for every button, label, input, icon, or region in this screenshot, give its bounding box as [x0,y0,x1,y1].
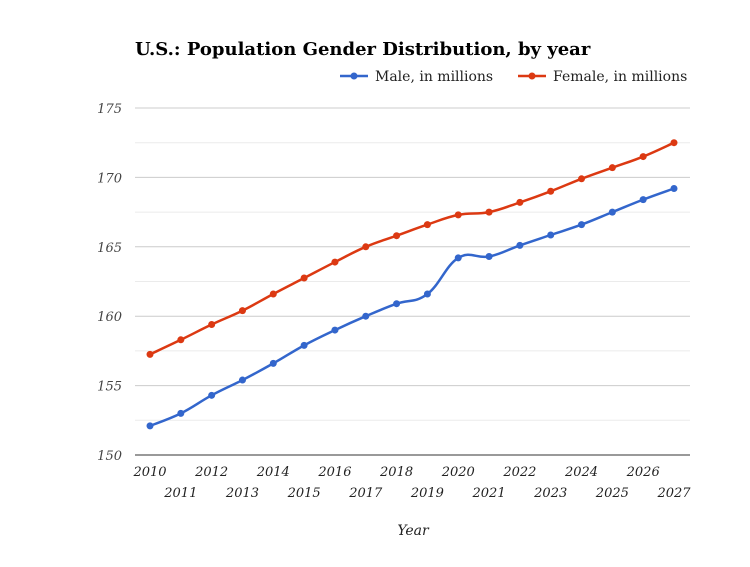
data-point [362,312,370,320]
data-point [639,153,647,161]
x-tick-label: 2025 [595,486,629,501]
x-tick-label: 2024 [564,465,598,480]
series-line-male [149,187,675,428]
x-tick-label: 2016 [317,465,351,480]
data-point [608,208,616,216]
data-point [269,359,277,367]
x-tick-label: 2026 [626,465,660,480]
data-point [485,253,493,261]
data-point [516,198,524,206]
data-point [670,185,678,193]
y-tick-label: 170 [97,171,122,186]
legend-label: Female, in millions [553,69,687,85]
data-point [393,232,401,240]
series-line-female [149,141,675,356]
x-tick-label: 2014 [256,465,290,480]
data-point [146,422,154,430]
y-tick-label: 155 [97,380,122,395]
x-tick-label: 2023 [533,486,567,501]
y-tick-label: 160 [97,310,122,325]
y-tick-label: 150 [97,449,122,464]
x-tick-label: 2027 [656,486,691,501]
data-point [300,341,308,349]
data-point [547,187,555,195]
legend: Male, in millions Female, in millions [340,69,687,85]
data-point [331,326,339,334]
data-point [362,243,370,251]
x-tick-label: 2018 [379,465,413,480]
x-tick-label: 2012 [194,465,228,480]
data-point [423,221,431,229]
x-axis-label: Year [397,523,430,539]
y-tick-label: 175 [97,102,122,117]
x-tick-label: 2013 [225,486,259,501]
data-point [516,241,524,249]
data-point [639,196,647,204]
legend-marker [528,72,536,80]
x-tick-label: 2019 [410,486,444,501]
y-tick-label: 165 [97,241,122,256]
data-point [454,254,462,262]
data-point [331,258,339,266]
y-axis-ticks: 150 155 160 165 170 175 [97,102,122,464]
legend-label: Male, in millions [375,69,493,85]
legend-marker [350,72,358,80]
data-point [146,350,154,358]
data-point [177,409,185,417]
x-tick-label: 2021 [472,486,506,501]
x-tick-label: 2010 [132,465,166,480]
x-tick-label: 2022 [502,465,536,480]
data-point [423,290,431,298]
x-tick-label: 2020 [441,465,475,480]
chart-title: U.S.: Population Gender Distribution, by… [135,39,591,60]
data-point [608,164,616,172]
series-group [146,139,678,430]
data-point [238,376,246,384]
data-point [547,231,555,239]
x-axis-ticks: 2010 2011 2012 2013 2014 2015 2016 2017 2018 2019… [132,465,691,501]
data-point [300,274,308,282]
data-point [454,211,462,219]
x-tick-label: 2011 [163,486,197,501]
data-point [269,290,277,298]
data-point [578,221,586,229]
data-point [238,307,246,315]
data-point [485,208,493,216]
gridlines [135,107,690,456]
data-point [177,336,185,344]
data-point [208,321,216,329]
data-point [670,139,678,147]
x-tick-label: 2017 [348,486,383,501]
data-point [393,300,401,308]
data-point [208,391,216,399]
x-tick-label: 2015 [287,486,321,501]
data-point [578,175,586,183]
